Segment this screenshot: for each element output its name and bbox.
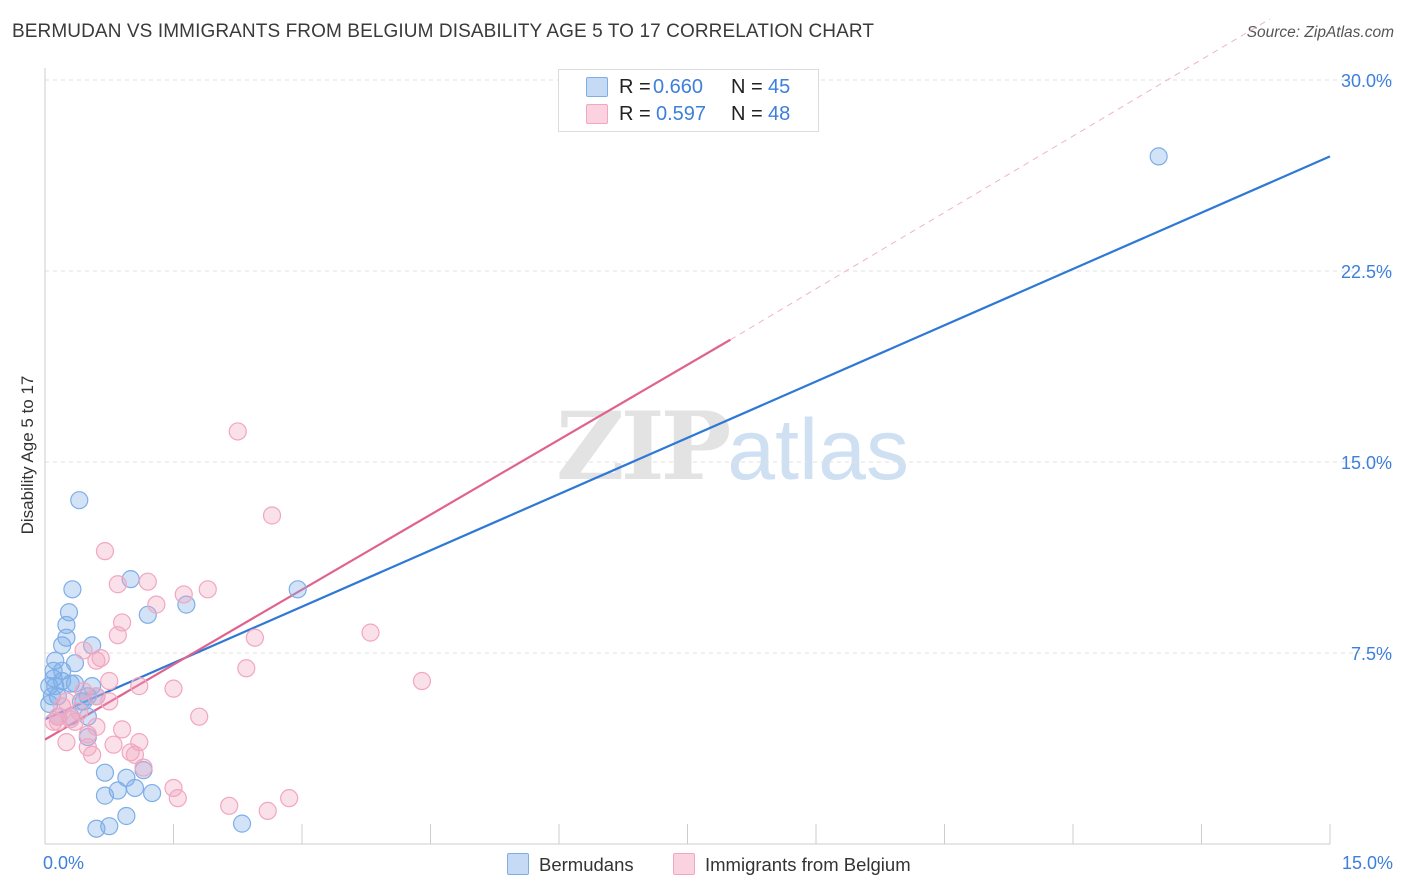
trend-line-bermudans xyxy=(44,155,1331,721)
point-bermudans xyxy=(46,651,65,670)
stats-row-belgium: R = 0.597 N = 48 xyxy=(559,100,818,128)
x-tick-label: 0.0% xyxy=(43,853,84,873)
point-belgium xyxy=(95,542,115,561)
point-belgium xyxy=(412,671,432,691)
legend-label: Bermudans xyxy=(539,854,634,875)
y-axis-label: Disability Age 5 to 17 xyxy=(18,375,37,535)
r-label: R = xyxy=(619,103,651,125)
n-value: 45 xyxy=(768,76,791,98)
series-legend: Bermudans Immigrants from Belgium xyxy=(0,850,1406,880)
point-belgium xyxy=(164,778,183,798)
axes xyxy=(44,68,1331,845)
point-belgium xyxy=(237,659,256,678)
point-belgium xyxy=(258,801,277,820)
point-bermudans xyxy=(232,814,252,833)
point-bermudans xyxy=(125,778,145,798)
n-label: N = xyxy=(731,103,763,125)
chart-source: Source: ZipAtlas.com xyxy=(1246,24,1394,41)
grid-lines xyxy=(45,79,1392,654)
point-belgium xyxy=(164,679,183,698)
r-label: R = xyxy=(619,76,651,98)
point-bermudans xyxy=(65,654,85,673)
point-bermudans xyxy=(59,603,79,622)
x-tick-label: 15.0% xyxy=(1342,853,1393,873)
point-belgium xyxy=(134,758,153,777)
point-belgium xyxy=(87,717,106,736)
stats-row-bermudans: R = 0.660 N = 45 xyxy=(559,73,818,101)
data-points xyxy=(40,147,1168,838)
point-bermudans xyxy=(1149,147,1168,166)
point-belgium xyxy=(245,628,264,647)
point-belgium xyxy=(70,702,89,721)
point-belgium xyxy=(112,720,132,739)
point-bermudans xyxy=(142,783,162,803)
point-belgium xyxy=(108,575,127,594)
point-bermudans xyxy=(57,628,76,647)
point-belgium xyxy=(57,692,76,711)
y-tick-label: 7.5% xyxy=(1351,644,1392,664)
point-belgium xyxy=(190,707,209,726)
point-belgium xyxy=(104,735,123,754)
point-belgium xyxy=(74,641,93,660)
point-belgium xyxy=(198,580,217,599)
point-belgium xyxy=(147,595,166,614)
point-belgium xyxy=(361,623,380,642)
belgium-swatch xyxy=(673,853,695,875)
trend-lines xyxy=(44,18,1331,741)
n-label: N = xyxy=(731,76,763,98)
legend-label: Immigrants from Belgium xyxy=(705,854,911,875)
n-value: 48 xyxy=(768,103,791,125)
trend-line-belgium xyxy=(44,338,731,741)
point-belgium xyxy=(100,692,119,711)
point-belgium xyxy=(138,572,157,591)
point-bermudans xyxy=(100,817,119,836)
point-belgium xyxy=(65,712,85,731)
point-belgium xyxy=(280,789,299,808)
trend-extension-belgium xyxy=(730,18,1271,341)
tick-labels: 7.5% 15.0% 22.5% 30.0% 0.0% 15.0% xyxy=(43,71,1393,873)
watermark: ZIPatlas xyxy=(556,392,909,502)
point-bermudans xyxy=(288,580,307,599)
point-belgium xyxy=(168,789,187,808)
y-tick-label: 22.5% xyxy=(1341,262,1392,282)
point-belgium xyxy=(91,648,110,668)
bermudans-swatch xyxy=(507,853,529,875)
r-value: 0.660 xyxy=(653,76,704,98)
point-belgium xyxy=(228,422,247,441)
point-belgium xyxy=(112,613,132,632)
belgium-swatch xyxy=(586,104,608,124)
chart-title: BERMUDAN VS IMMIGRANTS FROM BELGIUM DISA… xyxy=(12,21,875,42)
point-bermudans xyxy=(95,763,115,782)
point-belgium xyxy=(130,677,149,696)
point-belgium xyxy=(100,671,119,691)
point-belgium xyxy=(220,796,239,815)
point-belgium xyxy=(130,733,149,752)
point-belgium xyxy=(83,745,102,764)
y-tick-label: 15.0% xyxy=(1341,453,1392,473)
point-belgium xyxy=(57,733,76,752)
bermudans-swatch xyxy=(586,77,608,97)
point-belgium xyxy=(174,585,193,604)
r-value: 0.597 xyxy=(656,103,707,125)
y-tick-label: 30.0% xyxy=(1341,71,1392,91)
point-belgium xyxy=(262,506,282,525)
point-bermudans xyxy=(117,806,136,826)
stats-legend: R = 0.660 N = 45 R = 0.597 N = 48 xyxy=(558,69,819,132)
point-bermudans xyxy=(70,491,89,510)
point-bermudans xyxy=(63,580,82,599)
